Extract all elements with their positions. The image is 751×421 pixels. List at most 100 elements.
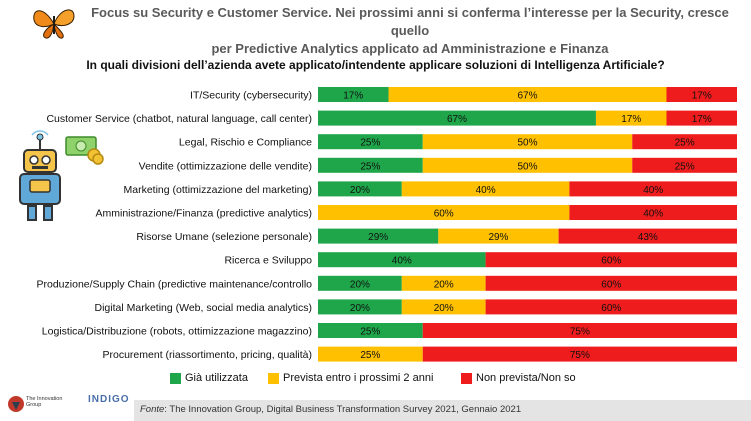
bar-value-label: 20% bbox=[434, 303, 454, 314]
bar-segment bbox=[666, 110, 737, 126]
source-text: : The Innovation Group, Digital Business… bbox=[164, 404, 522, 415]
legend-swatch-yellow bbox=[268, 372, 279, 384]
bar-segment bbox=[485, 299, 737, 315]
source-note: Fonte: The Innovation Group, Digital Bus… bbox=[140, 404, 521, 415]
bar-value-label: 50% bbox=[517, 161, 537, 172]
bar-segment bbox=[632, 157, 737, 173]
bar-segment bbox=[558, 228, 737, 244]
bar-value-label: 50% bbox=[517, 138, 537, 149]
bar-value-label: 17% bbox=[692, 114, 712, 125]
bar-value-label: 40% bbox=[392, 256, 412, 267]
bar-value-label: 25% bbox=[675, 138, 695, 149]
bar-segment bbox=[318, 252, 486, 268]
category-label: Produzione/Supply Chain (predictive main… bbox=[37, 278, 313, 290]
bar-segment bbox=[401, 181, 570, 197]
bar-value-label: 25% bbox=[360, 161, 380, 172]
bar-segment bbox=[318, 181, 402, 197]
bar-value-label: 17% bbox=[692, 91, 712, 102]
bar-segment bbox=[485, 252, 737, 268]
bar-value-label: 40% bbox=[643, 209, 663, 220]
bar-segment bbox=[401, 299, 486, 315]
bar-value-label: 60% bbox=[434, 209, 454, 220]
innovation-group-logo bbox=[8, 396, 24, 412]
bar-segment bbox=[318, 205, 570, 220]
bar-value-label: 60% bbox=[601, 279, 621, 290]
category-label: Ricerca e Sviluppo bbox=[224, 255, 312, 267]
bar-segment bbox=[438, 228, 559, 244]
bar-value-label: 29% bbox=[488, 232, 508, 243]
headline-line-2: per Predictive Analytics applicato ad Am… bbox=[211, 41, 609, 56]
legend: Già utilizzata Prevista entro i prossimi… bbox=[0, 372, 751, 390]
bar-value-label: 75% bbox=[570, 327, 590, 338]
bar-segment bbox=[422, 157, 633, 173]
bar-value-label: 67% bbox=[447, 114, 467, 125]
bar-value-label: 67% bbox=[517, 91, 537, 102]
bar-segment bbox=[595, 110, 667, 126]
bar-segment bbox=[569, 205, 737, 220]
robot-icon bbox=[19, 130, 61, 221]
category-label: Legal, Rischio e Compliance bbox=[179, 137, 312, 149]
bar-segment bbox=[666, 87, 737, 102]
category-label: Vendite (ottimizzazione delle vendite) bbox=[139, 160, 312, 172]
legend-swatch-red bbox=[461, 372, 472, 384]
bar-value-label: 25% bbox=[360, 138, 380, 149]
bar-segment bbox=[422, 134, 633, 150]
footer-bar bbox=[134, 400, 751, 421]
bar-value-label: 25% bbox=[675, 161, 695, 172]
bar-segment bbox=[318, 228, 439, 244]
bar-value-label: 20% bbox=[350, 303, 370, 314]
legend-label: Prevista entro i prossimi 2 anni bbox=[283, 372, 434, 384]
bar-value-label: 40% bbox=[476, 185, 496, 196]
bar-value-label: 17% bbox=[343, 91, 363, 102]
bar-segment bbox=[318, 157, 423, 173]
bar-segment bbox=[318, 275, 402, 291]
bar-value-label: 17% bbox=[621, 114, 641, 125]
chart-title: In quali divisioni dell’azienda avete ap… bbox=[86, 58, 665, 72]
category-label: Customer Service (chatbot, natural langu… bbox=[46, 113, 312, 125]
bar-segment bbox=[401, 275, 486, 291]
bar-value-label: 20% bbox=[350, 185, 370, 196]
category-label: Amministrazione/Finanza (predictive anal… bbox=[96, 208, 313, 220]
bar-value-label: 25% bbox=[360, 350, 380, 361]
category-label: IT/Security (cybersecurity) bbox=[190, 90, 312, 102]
headline-line-1: Focus su Security e Customer Service. Ne… bbox=[91, 5, 729, 38]
bar-value-label: 20% bbox=[350, 279, 370, 290]
butterfly-icon bbox=[33, 9, 75, 39]
legend-item-non-prevista: Non prevista/Non so bbox=[461, 372, 576, 384]
category-label: Digital Marketing (Web, social media ana… bbox=[95, 302, 312, 314]
bar-segment bbox=[318, 299, 402, 315]
legend-item-prevista: Prevista entro i prossimi 2 anni bbox=[268, 372, 433, 384]
legend-swatch-green bbox=[170, 372, 181, 384]
bar-segment bbox=[569, 181, 737, 197]
legend-label: Non prevista/Non so bbox=[476, 372, 576, 384]
bar-segment bbox=[422, 346, 737, 362]
headline: Focus su Security e Customer Service. Ne… bbox=[80, 4, 740, 58]
bar-value-label: 20% bbox=[434, 279, 454, 290]
indigo-logo: INDIGO bbox=[88, 394, 130, 405]
category-label: Marketing (ottimizzazione del marketing) bbox=[124, 184, 313, 196]
bar-segment bbox=[632, 134, 737, 150]
legend-item-gia-utilizzata: Già utilizzata bbox=[170, 372, 248, 384]
bar-value-label: 60% bbox=[601, 303, 621, 314]
category-label: Logistica/Distribuzione (robots, ottimiz… bbox=[42, 326, 312, 338]
bar-segment bbox=[318, 110, 596, 126]
bar-value-label: 40% bbox=[643, 185, 663, 196]
bar-segment bbox=[318, 346, 423, 362]
bar-value-label: 75% bbox=[570, 350, 590, 361]
bar-segment bbox=[318, 323, 423, 338]
bar-value-label: 43% bbox=[638, 232, 658, 243]
category-label: Procurement (riassortimento, pricing, qu… bbox=[103, 349, 313, 361]
bar-segment bbox=[422, 323, 737, 338]
bar-segment bbox=[318, 134, 423, 150]
money-icon bbox=[65, 136, 104, 165]
bar-segment bbox=[485, 275, 737, 291]
bar-segment bbox=[318, 87, 389, 102]
legend-label: Già utilizzata bbox=[185, 372, 248, 384]
bar-segment bbox=[388, 87, 667, 102]
bar-value-label: 29% bbox=[368, 232, 388, 243]
category-label: Risorse Umane (selezione personale) bbox=[136, 231, 312, 243]
source-label: Fonte bbox=[140, 404, 165, 415]
bar-value-label: 60% bbox=[601, 256, 621, 267]
